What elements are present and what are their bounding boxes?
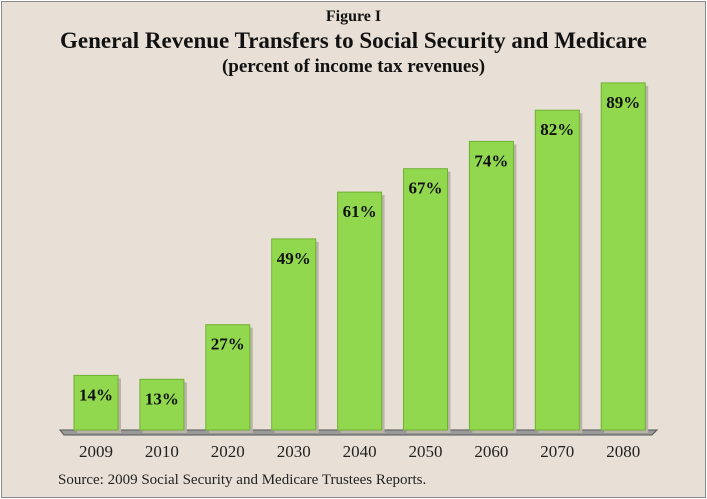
data-label: 74%	[474, 151, 508, 170]
x-tick-label: 2050	[409, 442, 443, 461]
bar	[73, 374, 119, 431]
data-label: 49%	[277, 249, 311, 268]
bar	[337, 191, 383, 431]
x-tick-label: 2070	[540, 442, 574, 461]
data-label: 13%	[145, 389, 179, 408]
bar	[403, 168, 448, 431]
bar	[468, 140, 514, 431]
x-tick-label: 2030	[277, 442, 311, 461]
x-tick-label: 2009	[79, 442, 113, 461]
bar	[534, 109, 580, 431]
x-tick-label: 2020	[211, 442, 245, 461]
x-tick-label: 2080	[606, 442, 640, 461]
source-note: Source: 2009 Social Security and Medicar…	[58, 472, 427, 488]
data-label: 82%	[540, 120, 574, 139]
x-tick-label: 2040	[343, 442, 377, 461]
data-label: 89%	[606, 93, 640, 112]
x-tick-label: 2060	[474, 442, 508, 461]
figure-label: Figure I	[325, 8, 382, 25]
chart-subtitle: (percent of income tax revenues)	[221, 56, 486, 77]
bar	[205, 324, 251, 431]
bar	[600, 82, 646, 431]
bar	[139, 378, 185, 431]
data-label: 67%	[409, 179, 443, 198]
x-tick-label: 2010	[145, 442, 179, 461]
bar	[271, 238, 317, 431]
data-label: 61%	[343, 202, 377, 221]
chart-title: General Revenue Transfers to Social Secu…	[59, 28, 648, 53]
data-label: 27%	[211, 335, 245, 354]
data-label: 14%	[79, 385, 113, 404]
